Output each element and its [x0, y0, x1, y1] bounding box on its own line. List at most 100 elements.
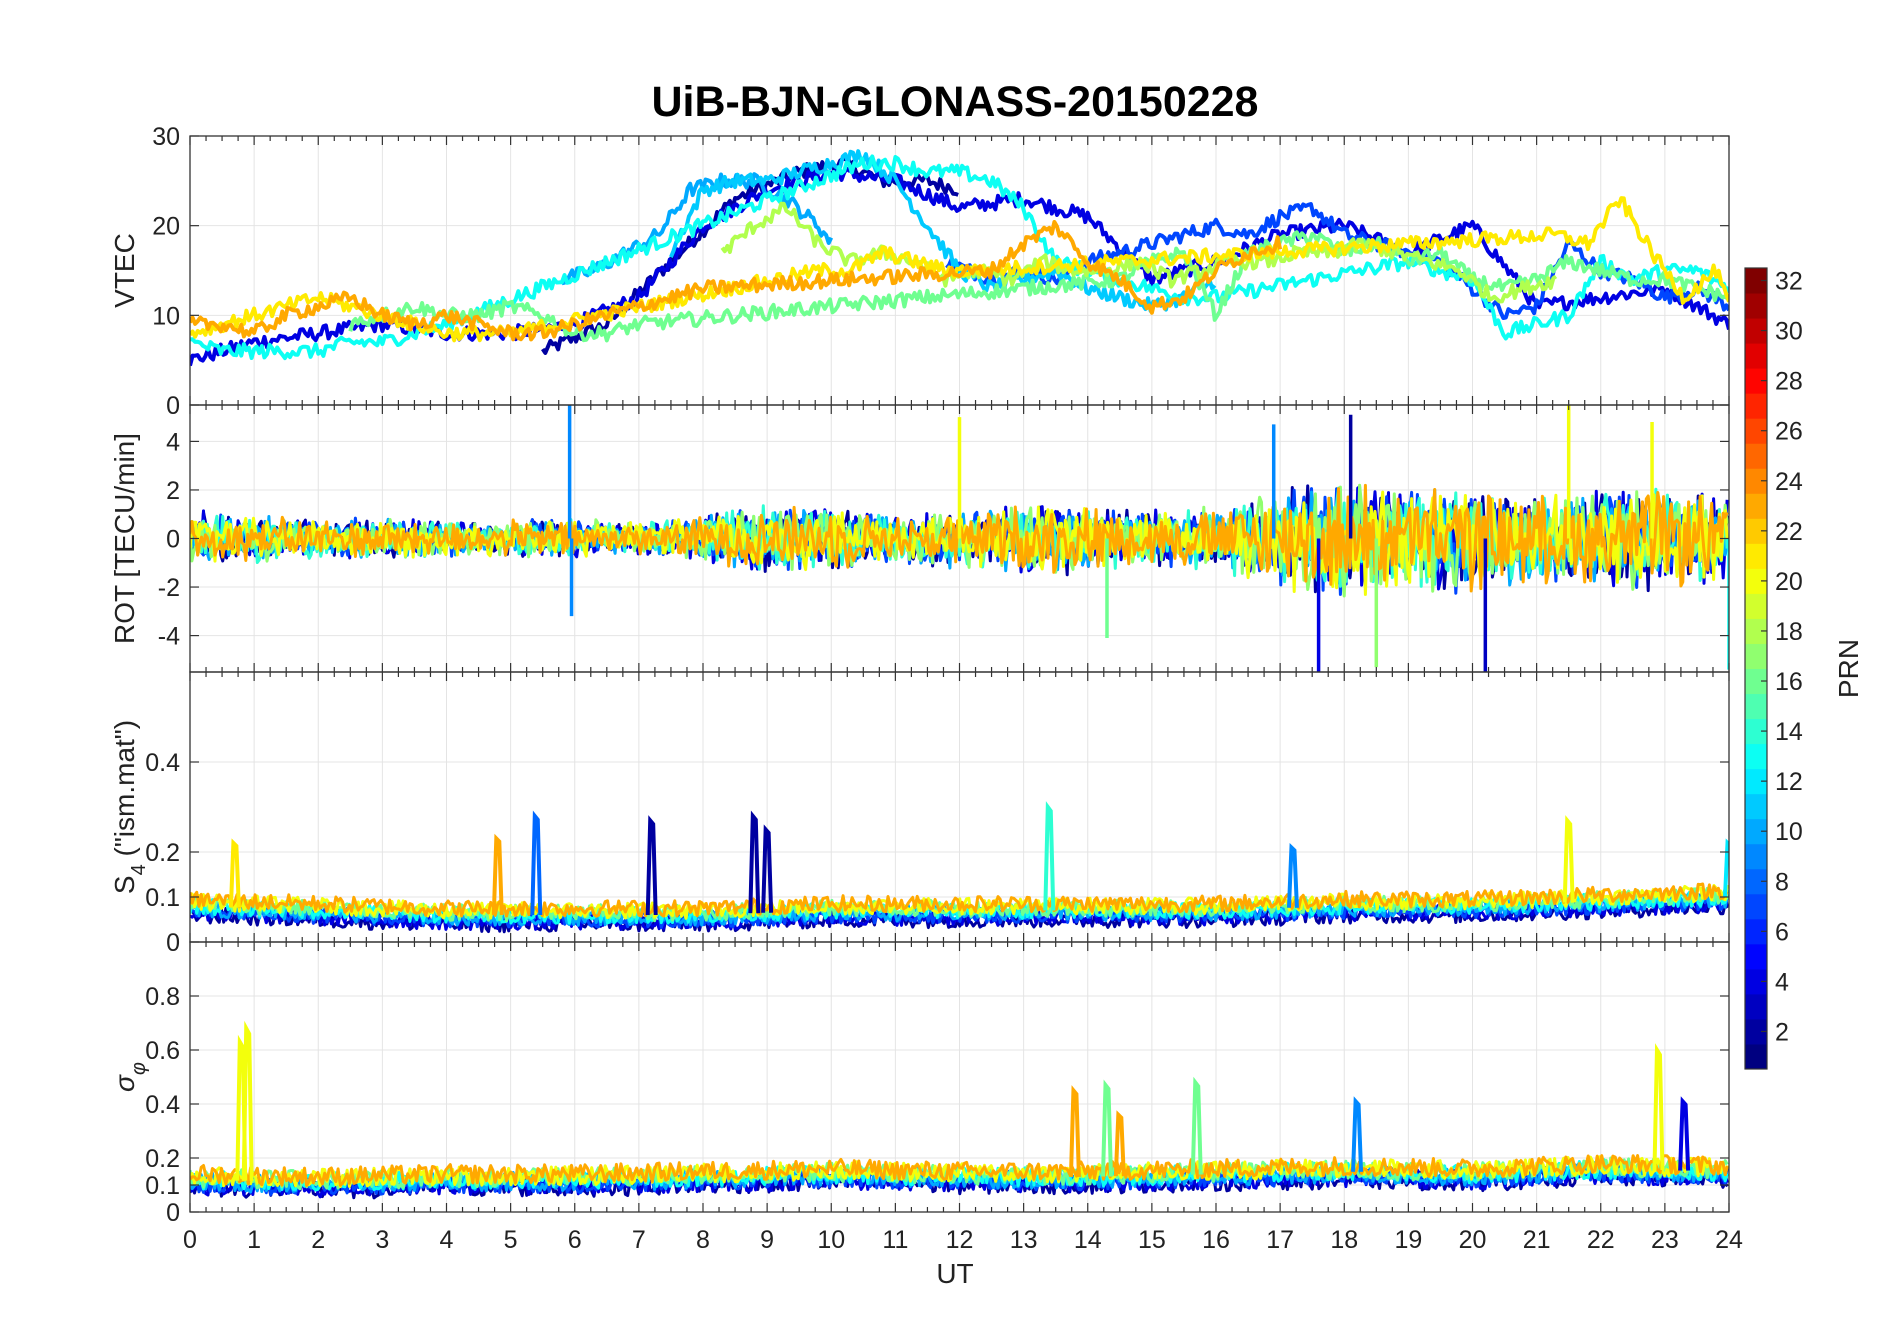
- s4-spike: [1723, 838, 1729, 898]
- panel-sigma_phi-ytick-label: 0.8: [145, 983, 180, 1011]
- x-tick-label: 22: [1587, 1226, 1615, 1254]
- colorbar-cell: [1745, 343, 1767, 369]
- panel-s4-ylabel: S4 ("ism.mat"): [109, 720, 150, 894]
- colorbar-cell: [1745, 493, 1767, 519]
- sigma_phi-spike: [1068, 1085, 1081, 1177]
- s4-spike: [1286, 843, 1299, 908]
- sigma_phi-spike: [1113, 1110, 1126, 1177]
- x-tick-label: 19: [1394, 1226, 1422, 1254]
- x-tick-label: 16: [1202, 1226, 1230, 1254]
- colorbar-cell: [1745, 668, 1767, 695]
- panel-sigma_phi-data: [190, 1020, 1729, 1200]
- panel-sigma_phi-ytick-label: 0.2: [145, 1145, 180, 1173]
- colorbar-cell: [1745, 693, 1767, 720]
- colorbar-tick-label: 6: [1775, 918, 1789, 946]
- x-tick-label: 17: [1266, 1226, 1294, 1254]
- colorbar-cell: [1745, 593, 1767, 619]
- colorbar-cell: [1745, 643, 1767, 669]
- colorbar-cell: [1745, 568, 1767, 594]
- s4-spike: [228, 838, 241, 908]
- x-tick-label: 15: [1138, 1226, 1166, 1254]
- x-tick-label: 12: [946, 1226, 974, 1254]
- colorbar-cell: [1745, 818, 1767, 845]
- colorbar-cell: [1745, 893, 1767, 920]
- colorbar-cell: [1745, 418, 1767, 444]
- x-tick-label: 7: [632, 1226, 646, 1254]
- x-tick-label: 8: [696, 1226, 710, 1254]
- colorbar-cell: [1745, 293, 1767, 319]
- colorbar-cell: [1745, 968, 1767, 995]
- s4-spike: [748, 810, 761, 914]
- colorbar-tick-label: 22: [1775, 518, 1803, 546]
- s4-spike: [645, 815, 658, 916]
- sigma_phi-spike: [1100, 1079, 1113, 1177]
- panel-rot-ytick-label: 0: [166, 526, 180, 554]
- x-tick-label: 1: [247, 1226, 261, 1254]
- colorbar-cell: [1745, 1018, 1767, 1045]
- panel-vtec-ytick-label: 10: [152, 302, 180, 330]
- x-tick-label: 4: [440, 1226, 454, 1254]
- colorbar-cell: [1745, 768, 1767, 795]
- sigma_phi-spike: [1652, 1043, 1665, 1171]
- colorbar-tick-label: 24: [1775, 468, 1803, 496]
- panel-rot-ytick-label: 4: [166, 428, 180, 456]
- panel-vtec-ytick-label: 20: [152, 213, 180, 241]
- vtec-series-prn-4: [190, 166, 1729, 367]
- panel-s4-ytick-label: 0: [166, 929, 180, 957]
- x-tick-label: 23: [1651, 1226, 1679, 1254]
- vtec-series-prn-21: [190, 196, 1729, 343]
- colorbar-cell: [1745, 993, 1767, 1020]
- s4-spike: [1562, 815, 1575, 903]
- s4-spike: [530, 810, 543, 916]
- vtec-series-prn-11: [669, 149, 1217, 313]
- sigma_phi-series-prn-23: [190, 1154, 1729, 1188]
- panel-vtec-ylabel: VTEC: [109, 233, 140, 308]
- panel-s4-data: [190, 801, 1729, 934]
- colorbar-cell: [1745, 868, 1767, 895]
- panel-rot-ylabel: ROT [TECU/min]: [109, 433, 140, 644]
- colorbar-cell: [1745, 918, 1767, 945]
- colorbar-cell: [1745, 718, 1767, 745]
- vtec-series-prn-13: [190, 154, 1729, 361]
- panel-rot-data: [190, 405, 1729, 672]
- colorbar-tick-label: 28: [1775, 368, 1803, 396]
- colorbar-tick-label: 2: [1775, 1018, 1789, 1046]
- colorbar-cell: [1745, 943, 1767, 970]
- colorbar-cell: [1745, 393, 1767, 419]
- colorbar-tick-label: 4: [1775, 968, 1789, 996]
- colorbar-tick-label: 32: [1775, 268, 1803, 296]
- colorbar-cell: [1745, 368, 1767, 394]
- colorbar-cell: [1745, 1043, 1767, 1070]
- panel-rot-ytick-label: -2: [158, 574, 180, 602]
- colorbar-tick-label: 8: [1775, 868, 1789, 896]
- colorbar-cell: [1745, 318, 1767, 344]
- colorbar-tick-label: 20: [1775, 568, 1803, 596]
- colorbar-tick-label: 26: [1775, 418, 1803, 446]
- panel-s4-ytick-label: 0.4: [145, 749, 180, 777]
- panel-sigma_phi-ytick-label: 0.4: [145, 1091, 180, 1119]
- colorbar-tick-label: 16: [1775, 668, 1803, 696]
- s4-series-prn-23: [190, 882, 1729, 918]
- s4-spike: [761, 824, 774, 913]
- colorbar-tick-label: 10: [1775, 818, 1803, 846]
- x-tick-label: 6: [568, 1226, 582, 1254]
- s4-spike: [491, 833, 504, 916]
- panel-sigma_phi-ytick-label: 0: [166, 1199, 180, 1227]
- x-tick-label: 10: [817, 1226, 845, 1254]
- x-axis-label: UT: [936, 1258, 973, 1289]
- colorbar-label: PRN: [1833, 639, 1864, 698]
- panel-rot-ytick-label: 2: [166, 477, 180, 505]
- panel-rot-ytick-label: -4: [158, 623, 180, 651]
- colorbar-frame: [1744, 267, 1768, 1070]
- colorbar-cell: [1745, 268, 1767, 294]
- colorbar-cell: [1745, 543, 1767, 569]
- panel-s4-ytick-label: 0.2: [145, 839, 180, 867]
- colorbar-cell: [1745, 793, 1767, 820]
- colorbar-cell: [1745, 843, 1767, 870]
- sigma_phi-series-prn-20: [190, 1155, 1729, 1189]
- colorbar-cell: [1745, 468, 1767, 494]
- x-tick-label: 11: [882, 1226, 908, 1254]
- x-tick-label: 14: [1074, 1226, 1102, 1254]
- x-tick-label: 13: [1010, 1226, 1038, 1254]
- panel-vtec-data: [190, 149, 1729, 367]
